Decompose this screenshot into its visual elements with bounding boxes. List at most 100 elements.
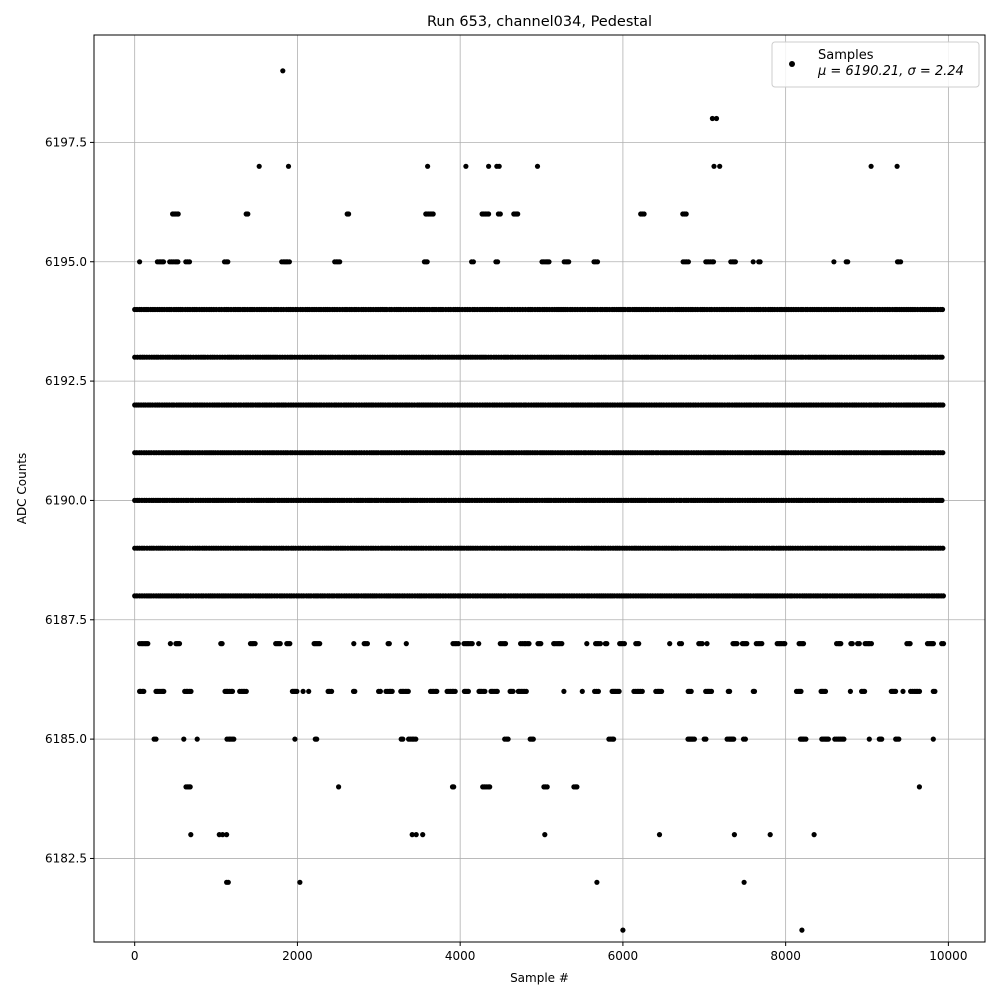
data-point <box>188 688 194 695</box>
data-point <box>574 784 580 790</box>
data-point <box>636 641 642 647</box>
data-point <box>767 832 773 838</box>
data-point <box>413 832 419 838</box>
data-point <box>352 688 358 695</box>
data-point <box>297 879 303 885</box>
data-point <box>734 641 740 647</box>
data-point <box>838 641 844 647</box>
data-point <box>153 736 159 742</box>
data-point <box>346 211 352 217</box>
data-point <box>845 259 851 265</box>
data-point <box>711 163 717 169</box>
data-point <box>523 688 529 695</box>
data-point <box>403 641 409 647</box>
data-point <box>759 641 765 647</box>
legend-marker <box>789 61 795 67</box>
data-point <box>757 259 763 265</box>
data-point <box>641 211 647 217</box>
data-point <box>160 259 167 265</box>
data-point <box>337 259 343 265</box>
data-point <box>286 259 292 265</box>
data-point <box>167 641 173 647</box>
data-point <box>940 402 946 408</box>
plot-frame <box>93 34 986 943</box>
data-point <box>841 736 847 742</box>
data-point <box>292 736 298 742</box>
data-point <box>727 688 733 695</box>
data-point <box>907 641 913 647</box>
y-tick-label: 6182.5 <box>45 851 87 865</box>
data-point <box>800 641 807 647</box>
data-point <box>505 736 511 742</box>
data-point <box>717 163 723 169</box>
data-point <box>336 784 342 790</box>
data-point <box>616 688 622 695</box>
data-point <box>868 641 875 647</box>
data-point <box>685 259 692 265</box>
data-point <box>386 641 392 647</box>
data-point <box>709 115 716 122</box>
data-point <box>893 688 899 695</box>
data-point <box>822 688 829 695</box>
data-point <box>825 736 832 742</box>
data-point <box>782 641 788 647</box>
data-point <box>811 832 817 838</box>
data-point <box>243 688 249 695</box>
data-point <box>451 784 457 790</box>
data-point <box>703 736 709 742</box>
data-point <box>704 641 710 647</box>
x-tick-label: 10000 <box>929 949 967 963</box>
data-point <box>831 259 837 265</box>
data-point <box>141 688 147 695</box>
data-point <box>744 641 750 647</box>
data-point <box>526 641 532 647</box>
data-point <box>847 688 854 695</box>
data-point <box>639 688 645 695</box>
data-point <box>799 927 805 933</box>
data-point <box>594 879 600 885</box>
data-point <box>584 641 590 647</box>
data-point <box>862 688 868 695</box>
data-point <box>187 784 193 790</box>
data-point <box>798 688 804 695</box>
data-point <box>667 641 673 647</box>
data-point <box>300 688 306 695</box>
data-point <box>611 736 617 742</box>
data-point <box>329 688 335 695</box>
data-point <box>678 641 685 647</box>
data-point <box>409 832 415 838</box>
data-point <box>530 736 536 742</box>
data-point <box>487 784 493 790</box>
data-point <box>940 450 946 456</box>
data-point <box>879 736 885 742</box>
data-point <box>229 688 236 695</box>
data-point <box>510 688 516 695</box>
data-point <box>287 641 293 647</box>
data-point <box>188 832 194 838</box>
data-point <box>534 163 541 169</box>
data-point <box>656 832 663 838</box>
data-point <box>252 641 258 647</box>
legend: Samples μ = 6190.21, σ = 2.24 <box>771 41 980 88</box>
data-point <box>751 688 758 695</box>
data-point <box>285 163 292 169</box>
data-point <box>683 211 689 217</box>
y-tick-label: 6185.0 <box>45 732 87 746</box>
data-point <box>542 832 548 838</box>
data-point <box>219 641 225 647</box>
data-point <box>181 736 187 742</box>
data-point <box>224 832 230 838</box>
data-point <box>515 211 521 217</box>
data-point <box>566 259 572 265</box>
data-point <box>465 688 471 695</box>
data-point <box>688 688 694 695</box>
data-point <box>710 259 717 265</box>
data-point <box>314 736 320 742</box>
x-tick-label: 0 <box>131 949 139 963</box>
data-point <box>731 736 737 742</box>
data-point <box>579 688 585 695</box>
data-points <box>132 68 947 933</box>
y-tick-label: 6195.0 <box>45 255 87 269</box>
data-point <box>699 641 705 647</box>
data-point <box>803 736 809 742</box>
